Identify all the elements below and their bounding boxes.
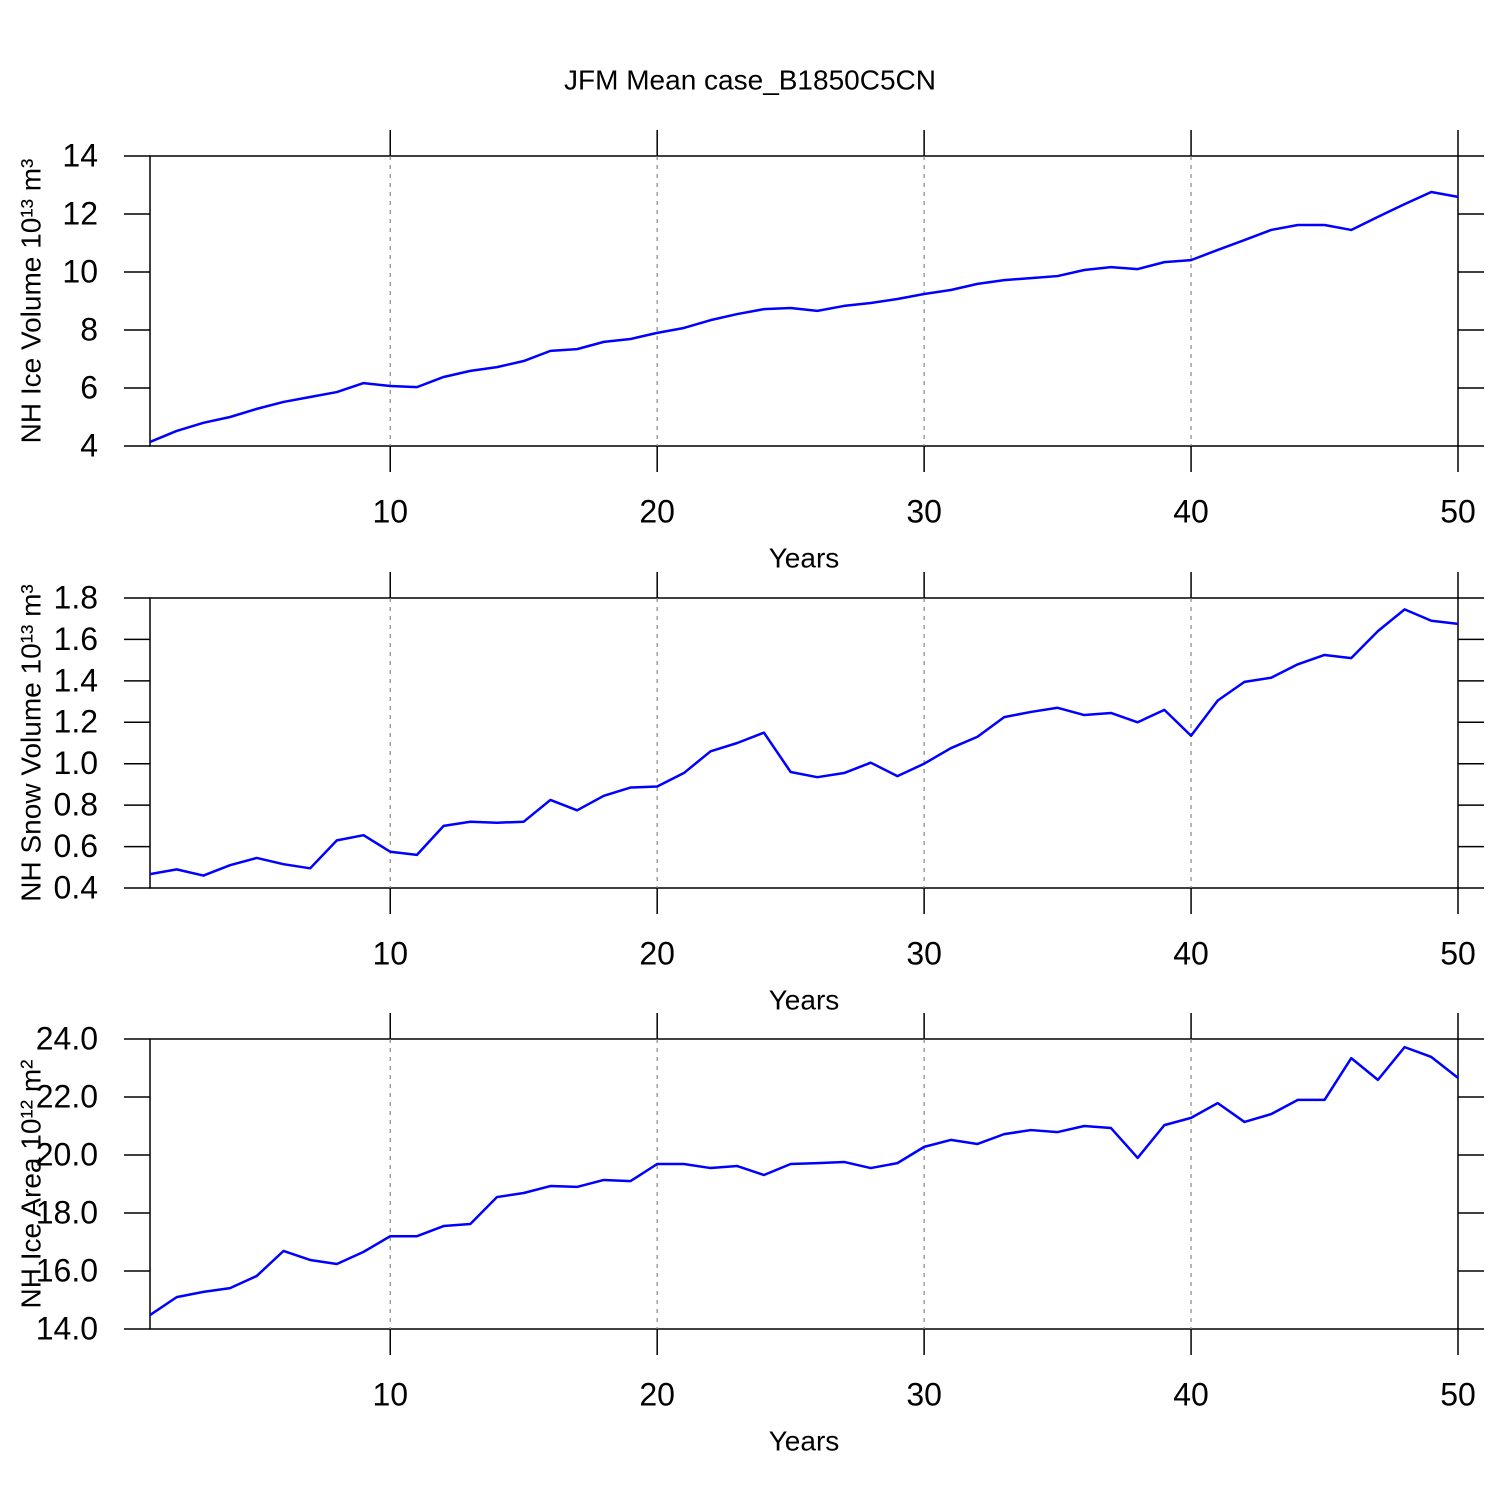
x-tick-label: 20 [639,1376,675,1412]
y-tick-label: 0.6 [54,828,98,864]
x-tick-label: 40 [1173,1376,1209,1412]
plot-frame [149,597,1459,889]
chart-title: JFM Mean case_B1850C5CN [564,64,936,95]
x-tick-label: 40 [1173,935,1209,971]
x-tick-label: 50 [1440,1376,1476,1412]
y-tick-label: 1.8 [54,579,98,615]
x-axis-title: Years [769,984,840,1015]
x-tick-label: 10 [372,935,408,971]
y-tick-label: 0.8 [54,787,98,823]
x-tick-label: 20 [639,493,675,529]
x-tick-label: 50 [1440,935,1476,971]
x-tick-label: 30 [906,1376,942,1412]
y-axis-title: NH Snow Volume 10¹³ m³ [15,584,46,901]
x-tick-label: 20 [639,935,675,971]
y-tick-label: 1.6 [54,621,98,657]
x-tick-label: 10 [372,1376,408,1412]
x-axis-title: Years [769,1425,840,1456]
y-tick-label: 6 [80,369,98,405]
y-tick-label: 1.2 [54,704,98,740]
y-tick-label: 24.0 [36,1020,98,1056]
plot-frame [149,1038,1459,1330]
y-axis-title: NH Ice Area 10¹² m² [15,1060,46,1309]
x-tick-label: 50 [1440,493,1476,529]
y-tick-label: 18.0 [36,1194,98,1230]
y-tick-label: 4 [80,427,98,463]
y-tick-label: 0.4 [54,869,98,905]
data-line [149,190,1459,444]
y-tick-label: 22.0 [36,1078,98,1114]
y-tick-label: 8 [80,311,98,347]
y-tick-label: 1.0 [54,745,98,781]
y-axis-title: NH Ice Volume 10¹³ m³ [15,159,46,444]
x-tick-label: 30 [906,493,942,529]
data-line [149,608,1459,877]
y-tick-label: 14.0 [36,1310,98,1346]
y-tick-label: 16.0 [36,1252,98,1288]
y-tick-label: 14 [62,137,98,173]
y-tick-label: 10 [62,253,98,289]
x-tick-label: 30 [906,935,942,971]
y-tick-label: 12 [62,195,98,231]
x-tick-label: 10 [372,493,408,529]
plot-frame [149,155,1459,447]
x-axis-title: Years [769,542,840,573]
data-line [149,1045,1459,1317]
y-tick-label: 20.0 [36,1136,98,1172]
x-tick-label: 40 [1173,493,1209,529]
y-tick-label: 1.4 [54,662,98,698]
